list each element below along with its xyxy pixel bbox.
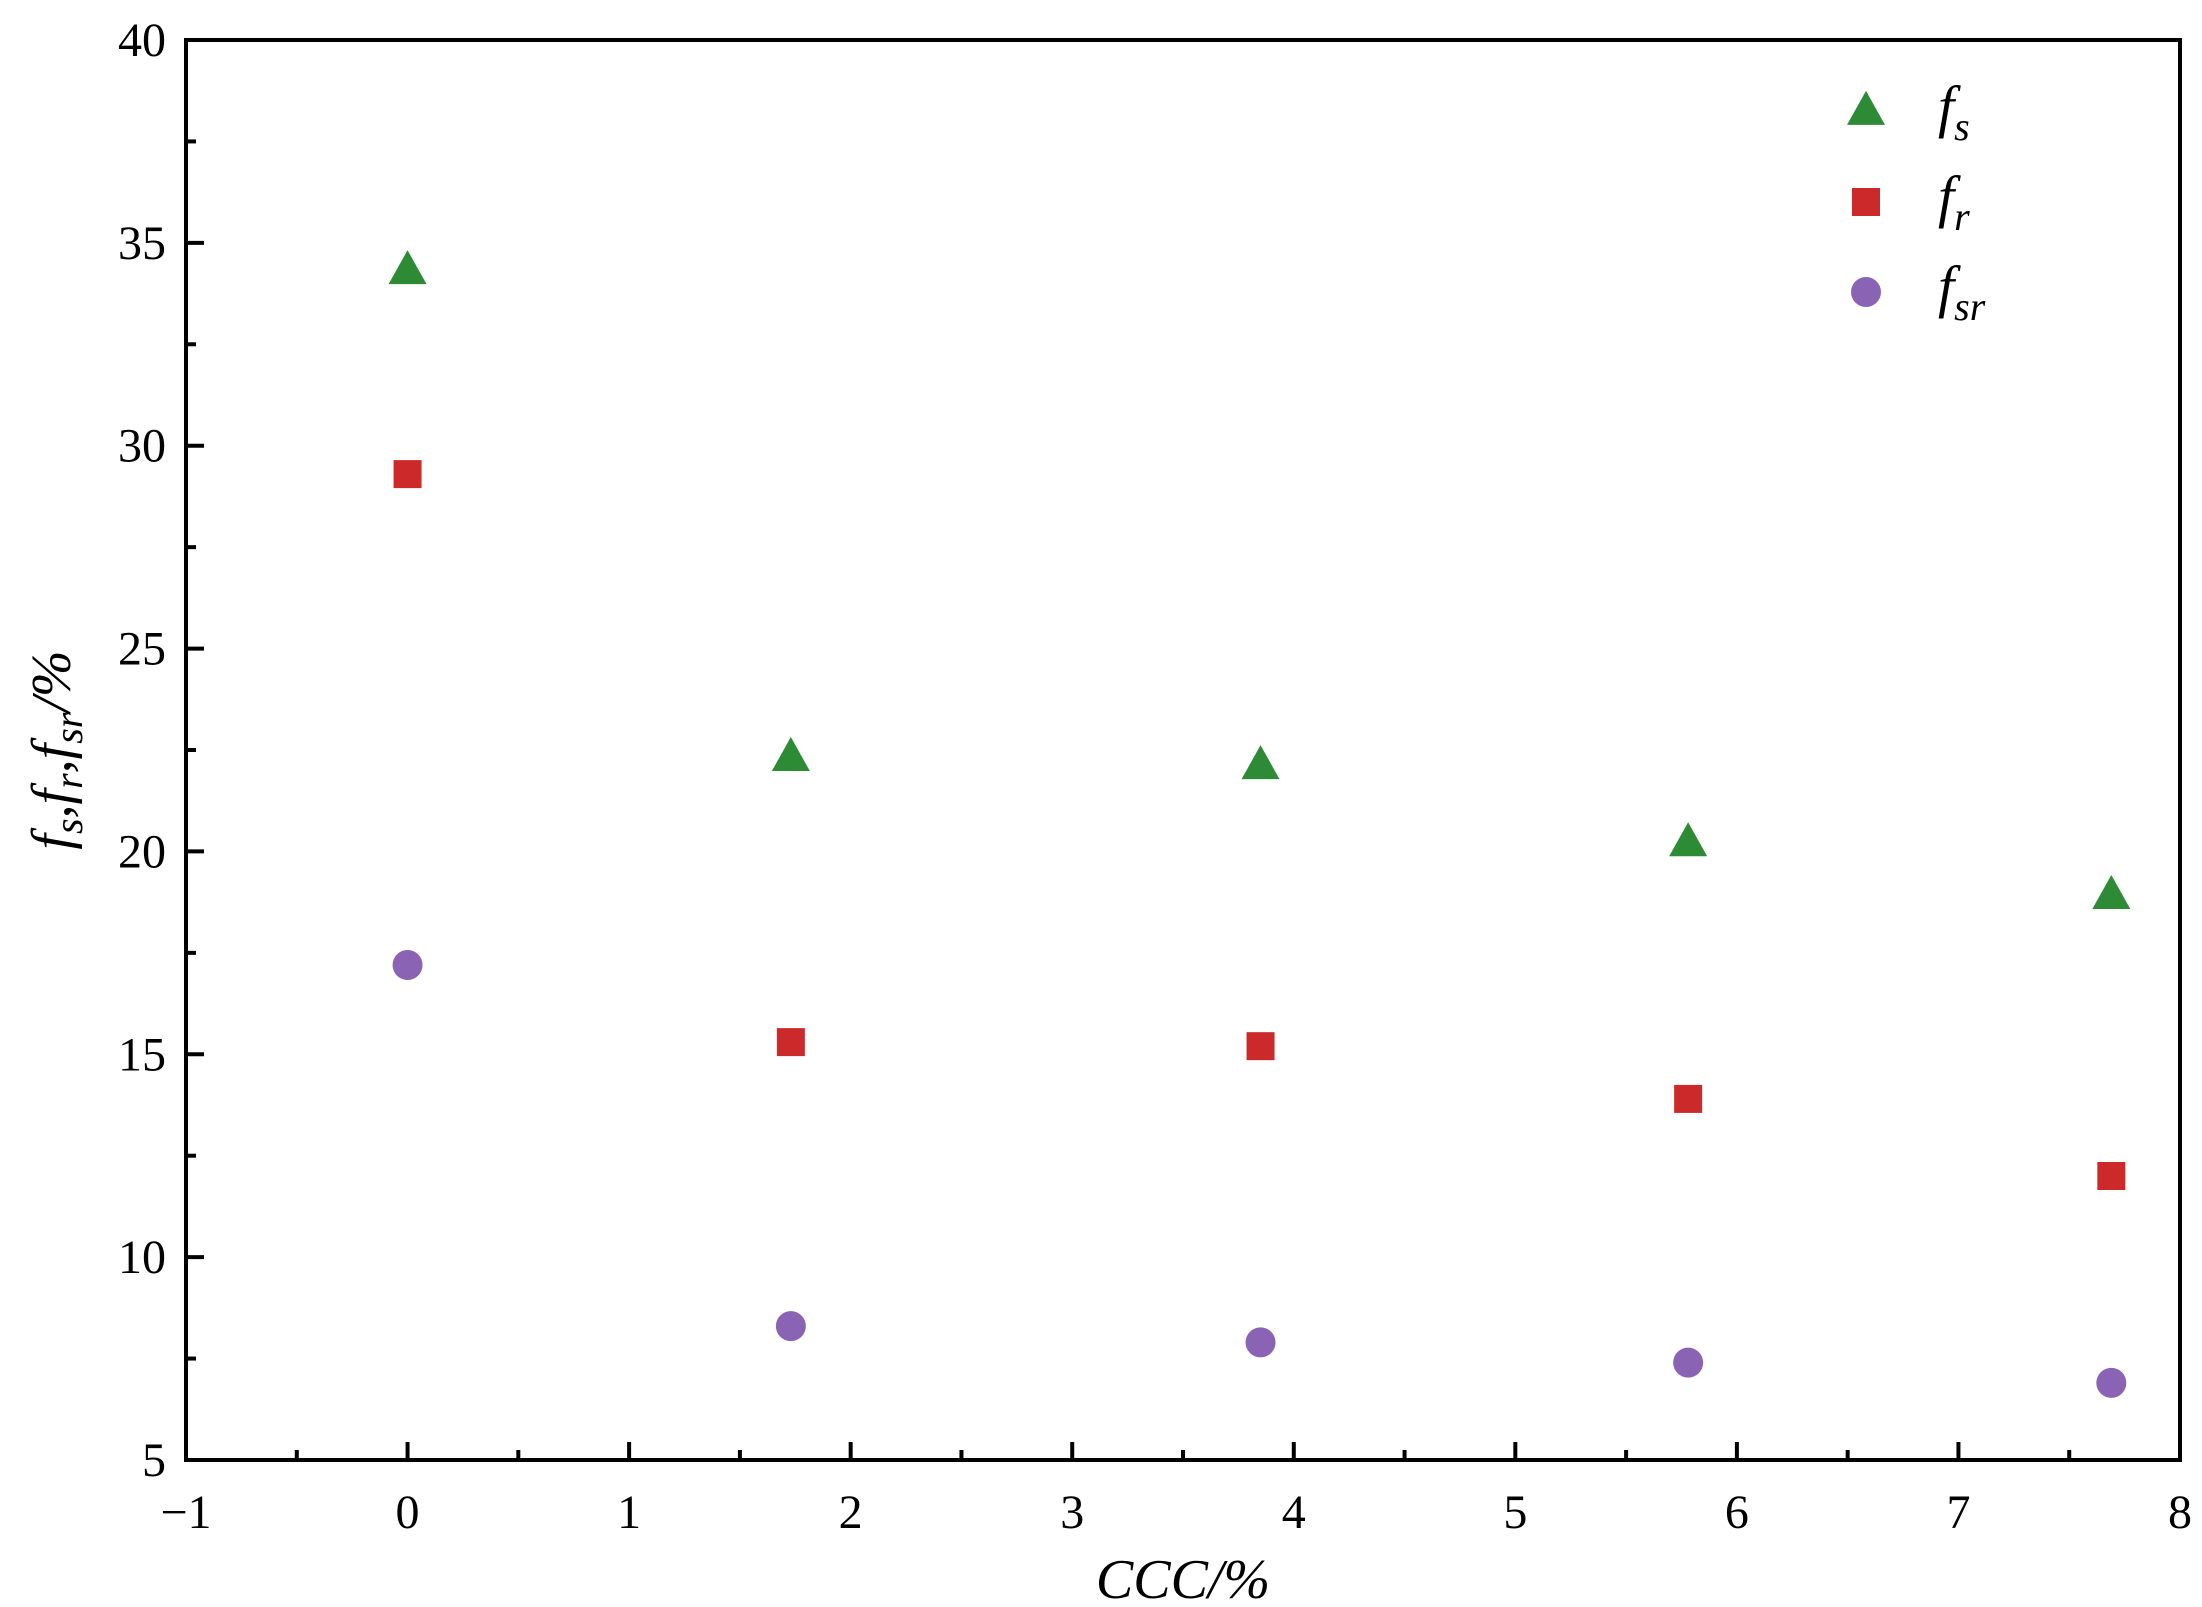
- axis-ticks: −1 0 1 2 3 4 5 6 7 8 5 10 15 20 25 30 35 40: [118, 14, 2192, 1539]
- point-f-sr: [392, 950, 423, 981]
- point-f-sr: [1673, 1347, 1704, 1378]
- point-f-r: [393, 460, 422, 489]
- point-f-r: [1674, 1084, 1703, 1113]
- legend-marker-f-s: [1847, 90, 1885, 125]
- point-f-sr: [2096, 1367, 2127, 1398]
- x-tick-label: 2: [839, 1486, 863, 1539]
- point-f-r: [776, 1028, 805, 1057]
- legend-marker-f-r: [1852, 188, 1880, 216]
- point-f-s: [771, 737, 810, 772]
- y-tick-label: 15: [118, 1028, 166, 1081]
- plot-area-frame: [184, 38, 2182, 1462]
- legend-label-f-r: fr: [1938, 164, 1970, 239]
- point-f-sr: [1245, 1327, 1276, 1358]
- y-tick-label: 25: [118, 623, 166, 676]
- y-tick-label: 35: [118, 217, 166, 270]
- x-tick-label: 4: [1282, 1486, 1306, 1539]
- x-tick-label: 7: [1946, 1486, 1970, 1539]
- x-tick-label: −1: [160, 1486, 211, 1539]
- y-tick-label: 20: [118, 825, 166, 878]
- y-axis-title-sep1: ,: [21, 804, 83, 818]
- y-axis-title-sep2: ,: [21, 759, 83, 773]
- y-tick-label: 40: [118, 14, 166, 67]
- data-marks: [388, 250, 2131, 1398]
- y-axis-title-sub2: r: [46, 773, 91, 789]
- legend-label-sub: sr: [1954, 284, 1986, 329]
- legend-label-sub: s: [1954, 104, 1970, 149]
- x-tick-label: 5: [1503, 1486, 1527, 1539]
- legend-label-sub: r: [1954, 194, 1970, 239]
- legend-label-f-sr: fsr: [1938, 254, 1986, 329]
- point-f-r: [1246, 1032, 1275, 1061]
- legend-label-f-s: fs: [1938, 74, 1970, 149]
- y-axis-title-sub1: s: [46, 818, 91, 834]
- legend: fs fr fsr: [1847, 74, 1986, 329]
- y-axis-title-sub3: sr: [46, 712, 91, 744]
- point-f-sr: [775, 1311, 806, 1342]
- point-f-s: [1241, 745, 1280, 780]
- y-tick-label: 30: [118, 420, 166, 473]
- x-tick-label: 3: [1060, 1486, 1084, 1539]
- point-f-s: [388, 250, 427, 285]
- y-tick-label: 5: [142, 1434, 166, 1487]
- y-axis-title-tail: /%: [21, 650, 83, 715]
- x-tick-label: 6: [1725, 1486, 1749, 1539]
- x-tick-label: 0: [396, 1486, 420, 1539]
- point-f-s: [1669, 822, 1708, 857]
- x-tick-label: 8: [2168, 1486, 2192, 1539]
- legend-marker-f-sr: [1851, 277, 1881, 307]
- point-f-r: [2097, 1162, 2126, 1190]
- point-f-s: [2092, 874, 2131, 909]
- x-tick-label: 1: [617, 1486, 641, 1539]
- y-tick-label: 10: [118, 1231, 166, 1284]
- y-axis-title: fs,fr,fsr/%: [21, 650, 91, 849]
- x-axis-title: CCC/%: [1096, 1549, 1270, 1607]
